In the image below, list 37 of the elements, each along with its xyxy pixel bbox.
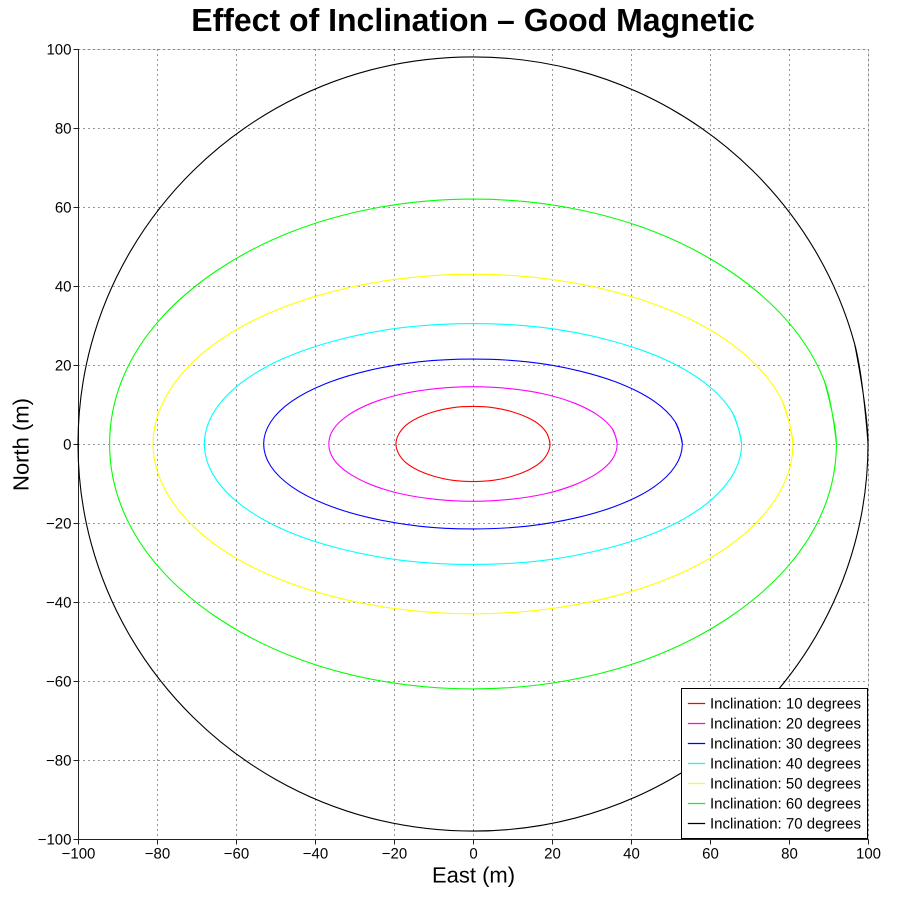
y-axis-title: North (m)	[8, 398, 34, 491]
line-series	[204, 322, 742, 566]
legend-label: Inclination: 70 degrees	[710, 816, 861, 832]
legend-label: Inclination: 40 degrees	[710, 756, 861, 772]
x-tick-label: 100	[856, 846, 882, 862]
x-tick-label: 60	[702, 846, 719, 862]
x-tick-label: 80	[781, 846, 798, 862]
legend-label: Inclination: 60 degrees	[710, 796, 861, 812]
x-tick-label: 0	[469, 846, 478, 862]
legend-label: Inclination: 50 degrees	[710, 776, 861, 792]
y-tick-label: −80	[46, 752, 72, 770]
x-tick-label: −80	[144, 846, 170, 862]
legend-label: Inclination: 10 degrees	[710, 696, 861, 712]
y-tick-label: 60	[54, 200, 72, 216]
y-tick-label: 40	[54, 278, 72, 296]
y-tick-label: −40	[46, 594, 72, 612]
x-axis-title: East (m)	[432, 862, 516, 888]
y-tick-label: 0	[63, 436, 72, 454]
x-tick-label: −60	[224, 846, 250, 862]
x-tick-label: 20	[544, 846, 561, 862]
line-series	[263, 358, 683, 530]
legend-label: Inclination: 20 degrees	[710, 716, 861, 732]
y-tick-label: −60	[46, 674, 72, 690]
y-tick-label: 80	[54, 120, 72, 138]
y-tick-label: 100	[46, 42, 72, 58]
x-tick-label: 40	[623, 846, 640, 862]
line-series	[395, 406, 551, 482]
y-tick-label: −20	[46, 516, 72, 532]
y-tick-label: 20	[54, 358, 72, 374]
line-series	[328, 386, 618, 502]
x-tick-label: −40	[302, 846, 328, 862]
line-series	[109, 198, 837, 690]
y-tick-label: −100	[38, 832, 72, 848]
legend-label: Inclination: 30 degrees	[710, 736, 861, 752]
x-tick-label: −20	[382, 846, 408, 862]
line-series	[152, 274, 794, 614]
chart-title: Effect of Inclination – Good Magnetic	[191, 2, 755, 38]
